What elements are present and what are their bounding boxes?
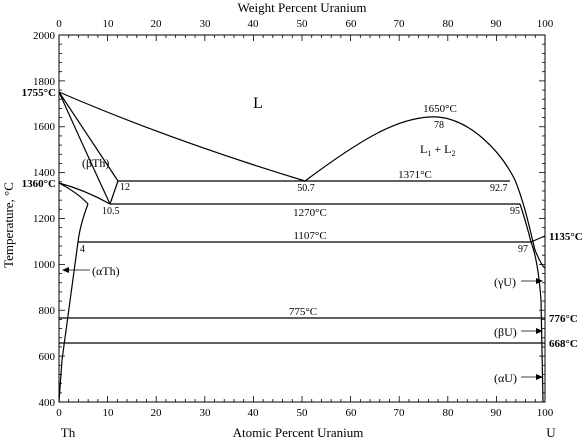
x-tick-top-90: 90: [491, 18, 503, 30]
miscibility-gap-curve: [304, 116, 546, 269]
temp-775: 775°C: [289, 306, 317, 318]
temp-1270: 1270°C: [293, 207, 327, 219]
region-gamma-u: (γU): [494, 275, 516, 289]
bottom-axis-title: Atomic Percent Uranium: [233, 425, 364, 440]
u-side-curve: [530, 241, 544, 403]
x-tick-top-80: 80: [443, 18, 455, 30]
temp-1755: 1755°C: [22, 87, 56, 99]
y-tick-1400: 1400: [33, 167, 56, 179]
liquidus-mid-curve: [58, 91, 306, 182]
element-th: Th: [61, 425, 76, 440]
x-tick-top-0: 0: [56, 18, 62, 30]
comp-97: 97: [518, 244, 528, 255]
x-tick-bottom-60: 60: [346, 407, 358, 419]
region-beta-th: (βTh): [82, 156, 109, 170]
comp-10-5: 10.5: [102, 206, 120, 217]
temp-1371: 1371°C: [398, 169, 432, 181]
arrow-alpha-u: [521, 374, 543, 380]
y-tick-1800: 1800: [33, 76, 56, 88]
region-alpha-th: (αTh): [92, 264, 120, 278]
region-l2-sub: 2: [451, 149, 455, 158]
comp-4: 4: [80, 244, 85, 255]
region-beta-u: (βU): [494, 325, 517, 339]
liquidus-left-curve: [58, 91, 119, 182]
temp-1360: 1360°C: [22, 178, 56, 190]
x-tick-top-100: 100: [537, 18, 554, 30]
x-tick-bottom-10: 10: [103, 407, 115, 419]
region-alpha-u: (αU): [494, 371, 517, 385]
temp-776: 776°C: [549, 313, 578, 325]
left-axis-title: Temperature, °C: [1, 182, 16, 268]
temp-1135: 1135°C: [549, 231, 583, 243]
x-tick-top-20: 20: [151, 18, 163, 30]
element-u: U: [546, 425, 556, 440]
region-l1: L: [420, 142, 427, 156]
x-tick-bottom-40: 40: [248, 407, 260, 419]
y-tick-400: 400: [39, 397, 56, 409]
region-l1-l2: L1 + L2: [420, 142, 455, 158]
x-tick-bottom-50: 50: [297, 407, 309, 419]
x-tick-bottom-90: 90: [491, 407, 503, 419]
x-tick-bottom-100: 100: [537, 407, 554, 419]
x-tick-top-50: 50: [297, 18, 309, 30]
region-l1-sub: 1: [427, 149, 431, 158]
x-tick-top-30: 30: [200, 18, 212, 30]
temp-1107: 1107°C: [293, 230, 326, 242]
axis-ticks: [58, 34, 546, 403]
bth-solidus-curve: [58, 91, 111, 205]
ath-solvus-curve: [58, 203, 89, 403]
x-tick-bottom-0: 0: [56, 407, 62, 419]
gamma-u-right-curve: [530, 235, 546, 243]
region-plus: + L: [431, 142, 451, 156]
y-tick-1200: 1200: [33, 213, 56, 225]
x-tick-bottom-80: 80: [443, 407, 455, 419]
y-tick-600: 600: [39, 351, 56, 363]
comp-12: 12: [120, 182, 130, 193]
x-tick-top-60: 60: [346, 18, 358, 30]
y-tick-1600: 1600: [33, 121, 56, 133]
x-tick-top-10: 10: [103, 18, 115, 30]
x-tick-top-70: 70: [394, 18, 406, 30]
region-liquid: L: [253, 95, 263, 112]
comp-92-7: 92.7: [490, 183, 508, 194]
y-tick-800: 800: [39, 305, 56, 317]
comp-78: 78: [434, 120, 444, 131]
bth-lower-curve: [58, 182, 89, 205]
arrow-beta-u: [521, 328, 543, 334]
temp-668: 668°C: [549, 338, 578, 350]
x-tick-bottom-70: 70: [394, 407, 406, 419]
ath-right-curve: [109, 180, 119, 205]
y-tick-1000: 1000: [33, 259, 56, 271]
arrow-gamma-u: [521, 278, 543, 284]
arrow-alpha-th: [62, 267, 90, 273]
x-tick-bottom-30: 30: [200, 407, 212, 419]
x-tick-top-40: 40: [248, 18, 260, 30]
comp-50-7: 50.7: [297, 183, 315, 194]
top-axis-title: Weight Percent Uranium: [238, 0, 367, 15]
temp-1650: 1650°C: [423, 103, 457, 115]
y-tick-2000: 2000: [33, 30, 56, 42]
comp-95: 95: [510, 206, 520, 217]
x-tick-bottom-20: 20: [151, 407, 163, 419]
bth-solvus-curve: [58, 182, 111, 205]
u-right-top-curve: [519, 203, 532, 243]
